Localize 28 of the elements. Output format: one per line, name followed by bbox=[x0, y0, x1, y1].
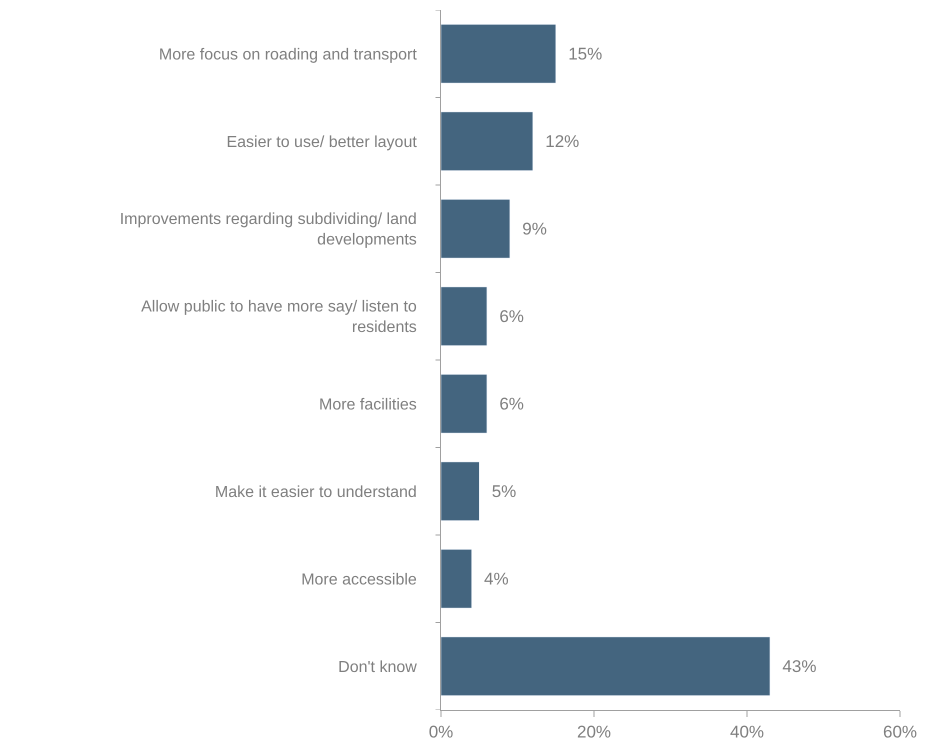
bar bbox=[441, 24, 556, 84]
x-tick-label: 60% bbox=[882, 722, 918, 742]
bar bbox=[441, 549, 472, 608]
y-tick-label: Improvements regarding subdividing/ land developments bbox=[120, 210, 417, 249]
y-tick-label: Easier to use/ better layout bbox=[226, 134, 418, 151]
y-tick-label: Don't know bbox=[338, 658, 418, 676]
data-label: 15% bbox=[558, 44, 602, 64]
y-tick-label: Allow public to have more say/ listen to residents bbox=[141, 298, 417, 336]
data-label: 6% bbox=[490, 306, 524, 326]
data-label: 5% bbox=[482, 482, 516, 501]
y-tick-label: More facilities bbox=[318, 396, 417, 414]
y-tick-label: More accessible bbox=[301, 571, 417, 588]
x-tick-label: 20% bbox=[576, 722, 612, 742]
bar bbox=[441, 374, 488, 434]
data-label: 12% bbox=[536, 132, 580, 151]
bar bbox=[441, 286, 488, 346]
bar bbox=[441, 112, 534, 171]
data-label: 6% bbox=[490, 394, 524, 414]
x-tick-label: 40% bbox=[730, 722, 764, 742]
x-tick-label: 0% bbox=[428, 722, 454, 742]
y-tick-label: More focus on roading and transport bbox=[158, 46, 418, 64]
data-label: 43% bbox=[772, 656, 816, 676]
bar bbox=[441, 462, 480, 521]
y-tick-label: Make it easier to understand bbox=[214, 484, 417, 501]
bar bbox=[441, 199, 510, 258]
data-label: 9% bbox=[512, 219, 547, 238]
data-label: 4% bbox=[474, 569, 509, 588]
bar bbox=[441, 636, 770, 696]
